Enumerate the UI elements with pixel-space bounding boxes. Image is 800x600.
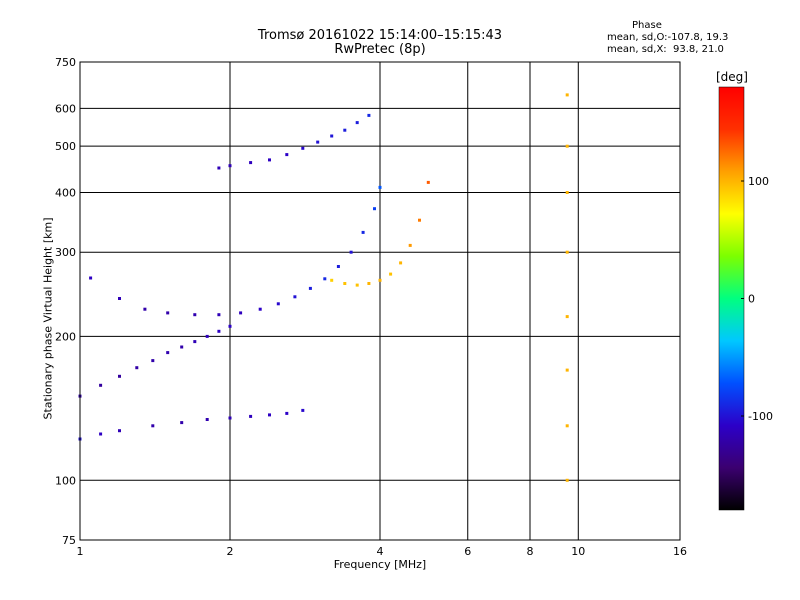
colorbar-unit-label: [deg] [716, 70, 748, 84]
echo-point [336, 265, 340, 268]
echo-point [166, 311, 170, 315]
echo-point [349, 250, 353, 254]
echo-point [193, 313, 197, 317]
echo-point [355, 121, 359, 125]
echo-point [228, 164, 232, 168]
echo-point [418, 218, 421, 222]
colorbar-tick-label: 100 [748, 175, 769, 188]
echo-point [166, 351, 170, 355]
echo-point [355, 283, 359, 287]
echo-point [143, 307, 147, 311]
echo-point [135, 366, 139, 370]
echo-point [426, 180, 430, 184]
colorbar-tick-label: 0 [748, 293, 755, 306]
echo-point [343, 282, 347, 285]
x-tick-label: 1 [77, 545, 84, 558]
y-tick-label: 500 [55, 140, 76, 153]
echo-point [89, 276, 93, 280]
echo-point [293, 295, 297, 299]
echo-point [268, 413, 271, 417]
echo-point [217, 313, 221, 317]
y-axis-label: Stationary phase Virtual Height [km] [41, 217, 55, 420]
echo-point [367, 282, 371, 285]
echo-point [205, 334, 209, 338]
echo-point [367, 113, 371, 117]
echo-point [301, 146, 305, 150]
x-axis-label: Frequency [MHz] [333, 558, 427, 571]
echo-point [118, 429, 121, 433]
x-tick-label: 16 [673, 545, 687, 558]
echo-point [239, 311, 243, 315]
grid-lines [80, 62, 680, 540]
echo-point [323, 277, 327, 281]
x-tick-label: 6 [464, 545, 471, 558]
echo-point [228, 416, 232, 420]
echo-point [565, 191, 569, 194]
echo-point [205, 418, 209, 421]
o-mode-stats: mean, sd,O:-107.8, 19.3 [607, 32, 729, 43]
x-tick-label: 2 [227, 545, 234, 558]
echo-point [180, 421, 184, 425]
echo-point [301, 408, 305, 412]
echo-point [258, 307, 262, 311]
echo-point [99, 432, 103, 436]
phase-colorbar [718, 86, 745, 511]
echo-point [408, 243, 412, 247]
echo-point [316, 140, 320, 144]
echo-point [151, 359, 155, 363]
echo-point [565, 250, 569, 254]
echo-point [276, 302, 280, 306]
y-tick-label: 100 [55, 474, 76, 487]
echo-point [308, 286, 312, 290]
echo-point [361, 230, 365, 234]
chart-subtitle: RwPretec (8p) [334, 42, 426, 57]
echo-point [565, 315, 569, 319]
echo-point [565, 93, 569, 97]
echo-point [118, 297, 121, 300]
echo-point [151, 424, 155, 428]
echo-point [565, 424, 569, 428]
y-tick-label: 400 [55, 186, 76, 199]
echo-point [285, 411, 289, 415]
colorbar-tick-label: -100 [748, 410, 773, 423]
echo-point [285, 153, 289, 157]
y-tick-label: 300 [55, 246, 76, 259]
chart-title: Tromsø 20161022 15:14:00–15:15:43 [257, 28, 503, 43]
echo-point [389, 272, 393, 276]
x-tick-label: 8 [527, 545, 534, 558]
y-tick-label: 200 [55, 330, 76, 343]
echo-point [193, 340, 197, 344]
echo-point [249, 414, 253, 418]
echo-point [228, 324, 232, 328]
echo-point [268, 158, 271, 162]
echo-point [378, 278, 382, 282]
y-tick-label: 600 [55, 102, 76, 115]
echo-point [565, 478, 569, 482]
echo-point [378, 185, 382, 189]
echo-point [343, 128, 347, 132]
echo-point [399, 261, 403, 265]
echo-point [217, 329, 221, 333]
echo-point [330, 278, 334, 282]
x-mode-stats: mean, sd,X: 93.8, 21.0 [607, 44, 724, 55]
echo-point [118, 374, 121, 378]
y-tick-label: 75 [62, 534, 76, 547]
echo-point [565, 144, 569, 148]
colorbar-ticks: 100 0 -100 [741, 175, 773, 423]
echo-point [99, 383, 103, 387]
tick-labels: 1 2 4 6 8 10 16 75 100 200 300 400 500 600 750 [55, 56, 687, 558]
echo-point [249, 161, 253, 165]
echo-point [373, 207, 376, 211]
x-tick-label: 4 [377, 545, 384, 558]
x-tick-label: 10 [571, 545, 585, 558]
plot-frame [79, 61, 681, 541]
phase-stats-heading: Phase [632, 20, 662, 31]
echo-points [78, 93, 569, 482]
echo-point [565, 368, 569, 372]
echo-point [180, 345, 184, 349]
y-tick-label: 750 [55, 56, 76, 69]
echo-point [330, 134, 334, 138]
echo-point [217, 166, 221, 170]
